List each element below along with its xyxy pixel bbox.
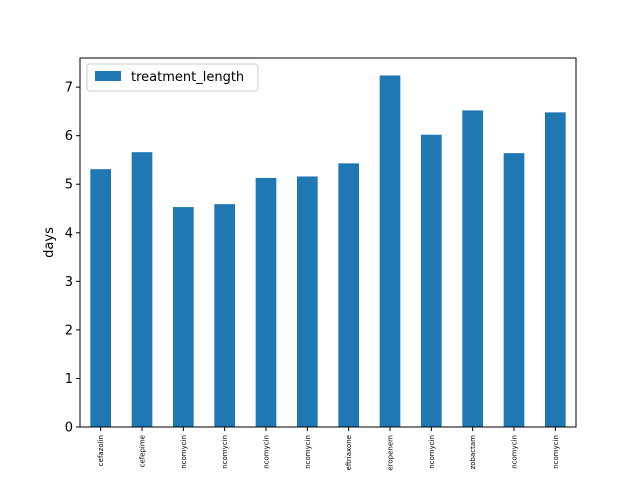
x-tick-label: ncomycin [180, 435, 188, 469]
bar [297, 176, 318, 427]
x-tick-label: ncomycin [511, 435, 519, 469]
bar [421, 134, 442, 427]
plot-area-frame [79, 57, 577, 428]
x-tick-label: ncomycin [221, 435, 229, 469]
y-tick-label: 0 [65, 421, 73, 436]
y-tick-label: 7 [65, 81, 73, 96]
legend-swatch [95, 71, 121, 81]
y-tick-label: 2 [65, 323, 73, 338]
y-axis-label: days [42, 227, 57, 258]
x-tick-label: cefepime [139, 435, 147, 467]
x-tick-label: ncomycin [552, 435, 560, 469]
x-tick-label: cefazolin [97, 435, 105, 466]
bar [545, 112, 566, 427]
y-tick-label: 3 [65, 275, 73, 290]
x-tick-label: zobactam [469, 435, 477, 470]
bar [214, 204, 235, 427]
legend: treatment_length [86, 63, 259, 92]
x-tick-label: eftriaxone [345, 435, 353, 470]
x-tick-label: ncomycin [304, 435, 312, 469]
x-tick-label: ncomycin [263, 435, 271, 469]
bar [462, 110, 483, 427]
y-tick-label: 4 [65, 226, 73, 241]
y-tick-label: 5 [65, 178, 73, 193]
x-tick-label: ncomycin [428, 435, 436, 469]
x-tick-label: eropenem [387, 435, 395, 471]
bar [338, 163, 359, 428]
bar [90, 169, 111, 427]
bar [503, 153, 525, 427]
legend-label: treatment_length [131, 70, 244, 85]
bar [131, 152, 153, 427]
y-tick-label: 1 [65, 372, 73, 387]
bar [173, 207, 194, 427]
legend-box [86, 63, 259, 92]
y-tick-label: 6 [65, 129, 73, 144]
bar [379, 75, 401, 427]
bar [255, 177, 277, 427]
